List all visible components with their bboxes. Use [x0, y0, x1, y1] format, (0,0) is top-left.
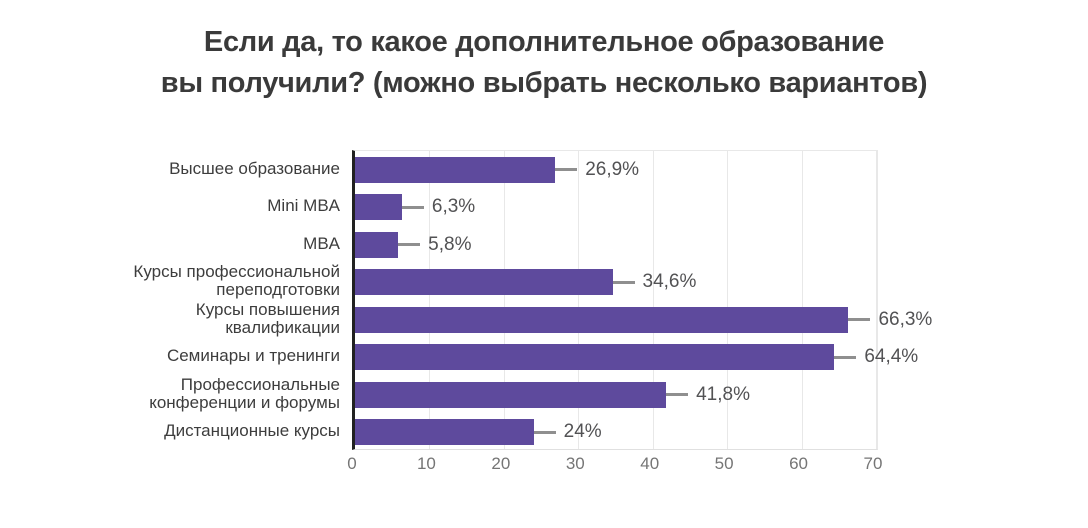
bar-row: 34,6% — [355, 264, 877, 302]
gridline — [503, 151, 505, 449]
chart-title-line-2: вы получили? (можно выбрать несколько ва… — [160, 67, 928, 99]
bar — [355, 306, 849, 333]
category-row: Дистанционные курсы — [0, 413, 340, 451]
bar — [355, 156, 556, 183]
bar — [355, 344, 835, 371]
leader-line — [666, 393, 689, 397]
value-label: 34,6% — [642, 271, 697, 293]
x-tick-label: 0 — [347, 454, 357, 473]
x-tick-label: 10 — [416, 454, 436, 473]
bar-row: 26,9% — [355, 151, 877, 189]
leader-line — [555, 168, 578, 172]
x-tick-label: 70 — [863, 454, 883, 473]
value-label: 26,9% — [585, 158, 640, 180]
category-row: Профессиональные конференции и форумы — [0, 375, 340, 413]
x-tick-label: 20 — [491, 454, 511, 473]
bar — [355, 381, 667, 408]
bar-row: 64,4% — [355, 339, 918, 377]
value-label: 64,4% — [864, 346, 919, 368]
category-label: Высшее образование — [169, 158, 340, 178]
leader-line — [834, 355, 857, 359]
leader-line — [848, 318, 871, 322]
bar-row: 41,8% — [355, 376, 877, 414]
value-label: 41,8% — [696, 383, 750, 405]
gridline — [652, 151, 654, 449]
x-tick-label: 50 — [714, 454, 734, 473]
category-label: Дистанционные курсы — [164, 421, 340, 441]
gridline — [578, 151, 580, 449]
chart-title: Если да, то какое дополнительное образов… — [0, 22, 1088, 104]
bar — [355, 269, 613, 296]
bar-row: 6,3% — [355, 189, 877, 227]
leader-line — [533, 430, 556, 434]
x-axis: 0 10 20 30 40 50 60 70 — [347, 454, 882, 476]
bar — [355, 231, 399, 258]
category-label: MBA — [303, 233, 340, 253]
category-row: Высшее образование — [0, 150, 340, 188]
category-axis: Высшее образование Mini MBA MBA Курсы профе… — [0, 150, 340, 450]
value-label: 66,3% — [878, 308, 933, 330]
category-label: Mini MBA — [267, 196, 340, 216]
gridline — [727, 151, 729, 449]
bar — [355, 194, 402, 221]
category-label: Курсы профессиональной переподготовки — [133, 262, 340, 300]
leader-line — [398, 243, 421, 247]
category-label: Семинары и тренинги — [166, 346, 340, 366]
value-label: 24% — [563, 421, 602, 443]
category-label: Курсы повышения квалификации — [195, 299, 340, 337]
x-tick-label: 30 — [565, 454, 585, 473]
bar-row: 5,8% — [355, 226, 877, 264]
value-label: 6,3% — [431, 196, 476, 218]
bar-row: 66,3% — [355, 301, 932, 339]
bar-row: 24% — [355, 414, 877, 452]
gridline — [801, 151, 803, 449]
category-label: Профессиональные конференции и форумы — [149, 374, 340, 412]
bar — [355, 419, 534, 446]
category-row: Mini MBA — [0, 188, 340, 226]
gridline — [429, 151, 431, 449]
x-tick-label: 60 — [789, 454, 809, 473]
category-row: Семинары и тренинги — [0, 338, 340, 376]
category-row: Курсы повышения квалификации — [0, 300, 340, 338]
x-tick-label: 40 — [640, 454, 660, 473]
plot-area: 26,9% 6,3% 5,8% 34,6% 66,3% 64,4% 41,8% 24% — [352, 150, 932, 452]
category-row: MBA — [0, 225, 340, 263]
leader-line — [401, 205, 424, 209]
category-row: Курсы профессиональной переподготовки — [0, 263, 340, 301]
gridline — [876, 151, 877, 449]
chart-title-line-1: Если да, то какое дополнительное образов… — [203, 26, 885, 58]
bar-series: 26,9% 6,3% 5,8% 34,6% 66,3% 64,4% 41,8% 24% — [355, 151, 932, 452]
leader-line — [612, 280, 635, 284]
value-label: 5,8% — [428, 233, 472, 255]
